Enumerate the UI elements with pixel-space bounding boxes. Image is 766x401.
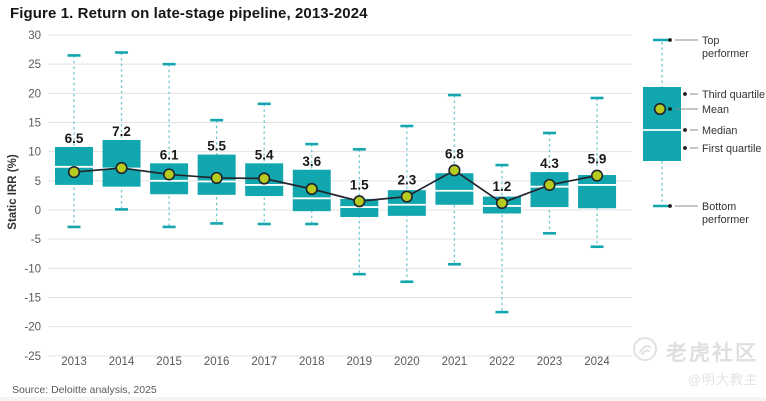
y-grid: 30 25 20 15 10 5 0 -5 -10 -15 -20 -25: [24, 30, 632, 363]
legend-label: Top performer: [702, 35, 749, 60]
y-tick-label: -15: [24, 292, 41, 304]
boxplot-2022: 2022: [482, 163, 521, 368]
legend-label: Median: [702, 125, 737, 137]
watermark-user: @明大教主: [687, 372, 758, 387]
mean-dot: [115, 161, 128, 175]
legend-item: Third quartile: [683, 89, 765, 101]
legend-leader-dot: [668, 38, 672, 42]
watermark: 老虎社区 @明大教主: [588, 336, 758, 388]
legend-item: First quartile: [683, 143, 761, 155]
mean-trend-line: [73, 167, 598, 204]
y-tick-label: 10: [28, 147, 41, 159]
legend-box: [643, 87, 681, 161]
mean-value-label: 1.2: [493, 179, 512, 194]
legend-leader-dot: [683, 128, 687, 132]
mean-value-label: 4.3: [540, 156, 559, 171]
boxplot-2020: 2020: [387, 124, 426, 368]
legend-leader-dot: [668, 204, 672, 208]
legend-label: First quartile: [702, 143, 761, 155]
mean-value-label: 1.5: [350, 177, 369, 192]
x-tick-label: 2014: [109, 356, 135, 368]
mean-dot: [305, 182, 318, 196]
mean-value-label: 5.9: [588, 152, 607, 167]
boxplot-2023: 2023: [530, 131, 569, 368]
x-tick-label: 2015: [156, 356, 182, 368]
boxplot-2018: 2018: [292, 142, 331, 368]
mean-value-label: 5.5: [207, 139, 226, 154]
boxplot-2015: 2015: [150, 62, 189, 368]
mean-dot: [258, 172, 271, 185]
mean-value-label: 3.6: [302, 154, 321, 169]
x-tick-label: 2021: [442, 356, 468, 368]
y-tick-label: -10: [24, 263, 41, 275]
x-tick-label: 2023: [537, 356, 563, 368]
x-tick-label: 2013: [61, 356, 87, 368]
boxplot-2019: 2019: [340, 148, 379, 368]
boxplot-2016: 2016: [197, 118, 236, 368]
boxplot-2014: 2014: [102, 51, 141, 368]
x-tick-label: 2020: [394, 356, 420, 368]
y-tick-label: -20: [24, 322, 41, 334]
mean-dot: [210, 171, 223, 185]
legend-item: Bottom performer: [668, 201, 749, 226]
bottom-strip: [0, 397, 766, 401]
tiger-logo-icon: [632, 336, 658, 367]
legend-mean-dot: [653, 102, 667, 116]
y-tick-label: 30: [28, 30, 41, 42]
legend-item: Median: [683, 125, 737, 137]
mean-dot: [495, 196, 509, 210]
watermark-brand: 老虎社区: [666, 341, 758, 365]
boxplot-2024: 2024: [578, 96, 617, 368]
boxplot-2013: 2013: [55, 54, 93, 368]
mean-value-label: 6.8: [445, 146, 464, 161]
legend-label: Bottom performer: [702, 201, 749, 226]
y-tick-label: -5: [31, 234, 41, 246]
y-tick-label: 0: [35, 205, 41, 217]
figure-title: Figure 1. Return on late-stage pipeline,…: [10, 5, 368, 22]
legend-label: Mean: [702, 104, 729, 116]
mean-value-label: 2.3: [397, 173, 416, 188]
legend-item: Mean: [668, 104, 729, 116]
mean-value-label: 6.1: [160, 147, 179, 162]
legend: Top performer Third quartile Mean Median Firs…: [643, 35, 765, 226]
source-note: Source: Deloitte analysis, 2025: [12, 384, 157, 396]
mean-value-label: 7.2: [112, 124, 131, 139]
mean-dot: [543, 178, 556, 192]
x-tick-label: 2018: [299, 356, 325, 368]
mean-dot: [400, 190, 413, 203]
x-tick-label: 2019: [347, 356, 373, 368]
boxplot-2017: 2017: [245, 102, 284, 368]
y-tick-label: 15: [28, 118, 41, 130]
legend-leader-dot: [683, 92, 687, 96]
y-tick-label: -25: [24, 351, 41, 363]
mean-value-label: 5.4: [255, 147, 274, 162]
legend-item: Top performer: [668, 35, 749, 60]
legend-leader-dot: [668, 107, 672, 111]
mean-value-label: 6.5: [65, 131, 84, 146]
mean-dot: [67, 165, 81, 179]
legend-leader-dot: [683, 146, 687, 150]
boxplot-2021: 2021: [435, 93, 474, 368]
x-tick-label: 2016: [204, 356, 230, 368]
mean-dot: [163, 168, 176, 181]
legend-label: Third quartile: [702, 89, 765, 101]
y-tick-label: 20: [28, 88, 41, 100]
x-tick-label: 2017: [251, 356, 277, 368]
y-axis-title: Static IRR (%): [7, 154, 19, 230]
mean-dot: [353, 195, 366, 208]
x-tick-label: 2022: [489, 356, 515, 368]
y-tick-label: 25: [28, 59, 41, 71]
mean-dot: [448, 164, 461, 177]
mean-dot: [590, 169, 604, 182]
y-tick-label: 5: [35, 176, 41, 188]
x-tick-label: 2024: [584, 356, 610, 368]
